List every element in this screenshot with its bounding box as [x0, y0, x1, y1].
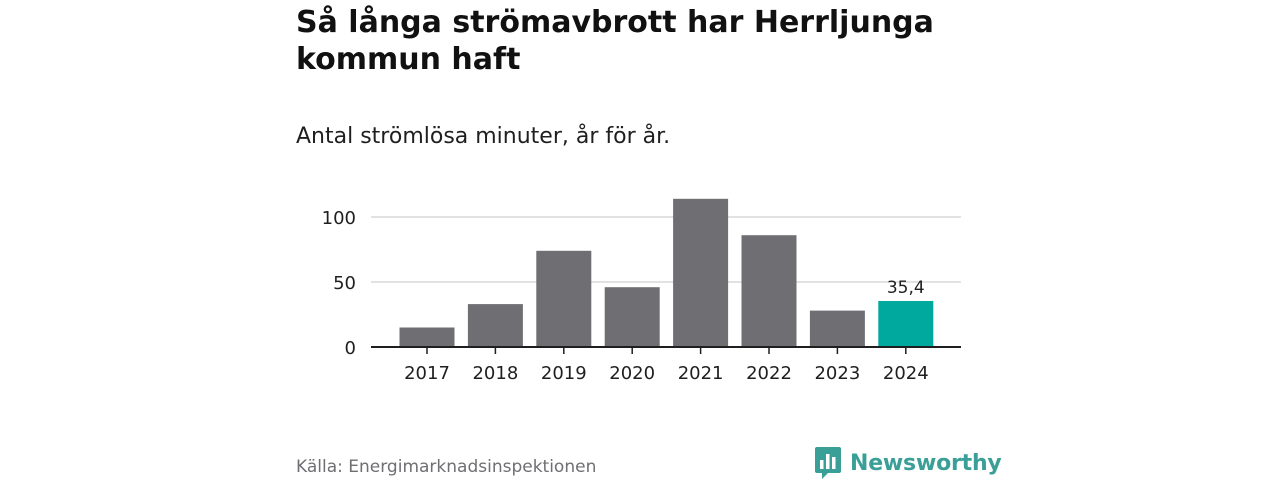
brand-name: Newsworthy [850, 450, 1002, 476]
bar-2020 [604, 287, 660, 347]
axes [371, 346, 961, 354]
bar-2021 [673, 198, 729, 347]
chart-subtitle: Antal strömlösa minuter, år för år. [296, 124, 671, 149]
chart-title: Så långa strömavbrott har Herrljunga kom… [296, 5, 934, 77]
x-tick-label: 2022 [746, 363, 792, 384]
bar-chart: 0 50 100 2017 2018 2019 2020 2021 2022 2023 2024 35… [322, 198, 961, 384]
bar-2023 [809, 310, 865, 347]
x-tick-label: 2024 [883, 363, 929, 384]
x-tick-label: 2020 [609, 363, 655, 384]
newsworthy-chart-icon [815, 447, 841, 479]
bar-2018 [467, 304, 523, 347]
newsworthy-logo: Newsworthy [814, 446, 1002, 480]
y-tick-label: 50 [333, 273, 356, 294]
gridlines [371, 216, 961, 283]
y-tick-label: 100 [322, 208, 356, 229]
bar-2024 [878, 300, 934, 347]
bars [399, 198, 934, 347]
x-tick-label: 2018 [472, 363, 518, 384]
x-tick-label: 2023 [814, 363, 860, 384]
data-label: 35,4 [887, 278, 925, 298]
y-tick-label: 0 [345, 338, 356, 359]
labels: 0 50 100 2017 2018 2019 2020 2021 2022 2023 2024 35… [322, 208, 929, 384]
source-note: Källa: Energimarknadsinspektionen [296, 457, 597, 477]
chart-card: Så långa strömavbrott har Herrljunga kom… [296, 0, 1002, 480]
x-tick-label: 2021 [678, 363, 724, 384]
bar-2017 [399, 327, 455, 347]
bar-2022 [741, 235, 797, 347]
x-tick-label: 2019 [541, 363, 587, 384]
x-tick-label: 2017 [404, 363, 450, 384]
bar-2019 [536, 250, 592, 347]
